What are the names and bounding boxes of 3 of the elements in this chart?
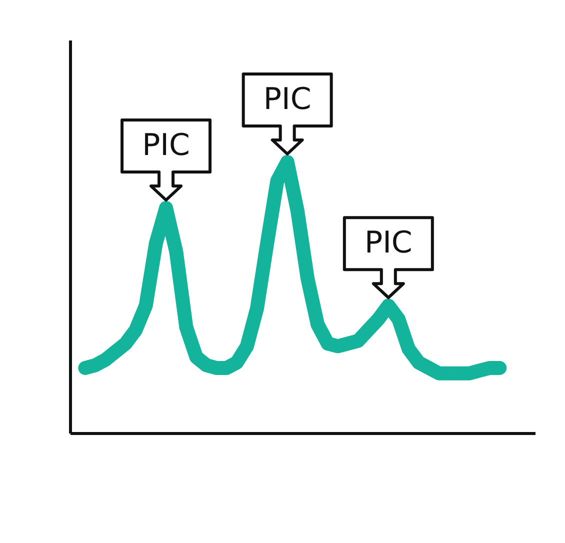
annotation: PIC [142,128,190,164]
text: PIC [263,82,312,117]
annotation: PIC [364,226,412,261]
